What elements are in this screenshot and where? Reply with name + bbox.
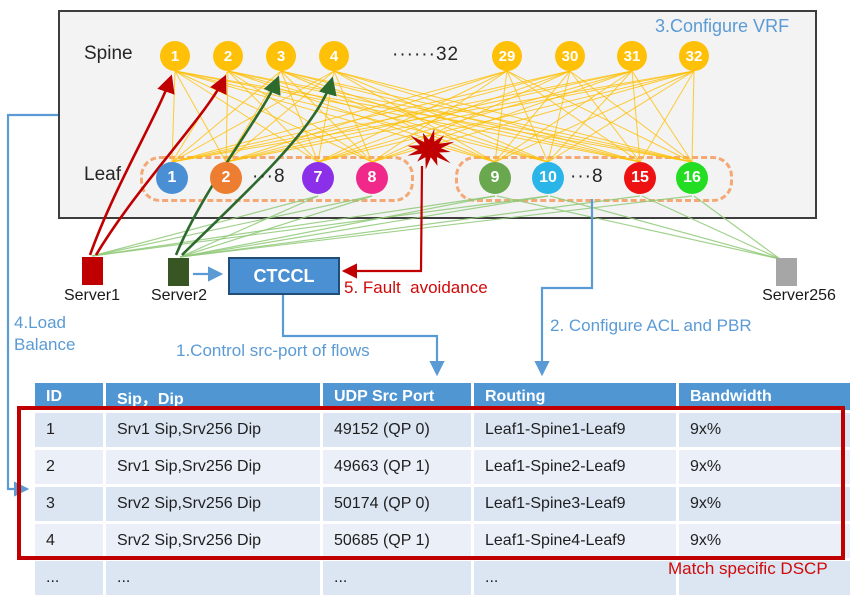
table-highlight-frame [17, 406, 845, 560]
spine-node-1: 1 [160, 41, 190, 71]
spine-ellipsis: ······32 [392, 44, 460, 65]
spine-node-4: 4 [319, 41, 349, 71]
table-cell: 9x% [679, 450, 850, 484]
table-cell: 50174 (QP 0) [323, 487, 471, 521]
table-cell: Leaf1-Spine2-Leaf9 [474, 450, 676, 484]
table-header-cell: UDP Src Port [323, 383, 471, 410]
leaf-pod-left [140, 156, 414, 202]
leaf-node-7: 7 [302, 162, 334, 194]
leaf-row-label: Leaf [84, 164, 121, 185]
leaf-node-1: 1 [156, 162, 188, 194]
table-cell: Srv2 Sip,Srv256 Dip [106, 524, 320, 558]
table-header-cell: Routing [474, 383, 676, 410]
leaf-node-9: 9 [479, 162, 511, 194]
table-cell [679, 561, 850, 595]
table-cell: ... [35, 561, 103, 595]
leaf-pod-right [455, 156, 733, 202]
spine-leaf-mesh [171, 70, 695, 163]
table-cell: 9x% [679, 413, 850, 447]
table-cell: 4 [35, 524, 103, 558]
server1-box [82, 257, 103, 285]
table-cell: ... [106, 561, 320, 595]
note-fault-avoidance: 5. Fault avoidance [344, 278, 488, 297]
leaf-node-10: 10 [532, 162, 564, 194]
server-leaf-links [91, 195, 781, 260]
table-cell: 49663 (QP 1) [323, 450, 471, 484]
table-cell: Srv1 Sip,Srv256 Dip [106, 413, 320, 447]
ctccl-controller: CTCCL [228, 257, 340, 295]
table-cell: ... [323, 561, 471, 595]
flow-table: ID Sip，Dip UDP Src Port Routing Bandwidth 1 Sr… [35, 383, 850, 595]
table-cell: 49152 (QP 0) [323, 413, 471, 447]
leaf-left-ellipsis: ···8 [252, 166, 286, 187]
table-header-cell: Bandwidth [679, 383, 850, 410]
leaf-node-15: 15 [624, 162, 656, 194]
note-match-dscp: Match specific DSCP [668, 559, 828, 578]
leaf-node-2: 2 [210, 162, 242, 194]
note-control-src-port: 1.Control src-port of flows [176, 341, 370, 360]
table-cell: ... [474, 561, 676, 595]
spine-node-32: 32 [679, 41, 709, 71]
flow-arrows [88, 74, 337, 256]
spine-node-2: 2 [213, 41, 243, 71]
note-configure-acl: 2. Configure ACL and PBR [550, 316, 752, 335]
spine-node-31: 31 [617, 41, 647, 71]
server2-label: Server2 [150, 287, 208, 304]
leaf-node-16: 16 [676, 162, 708, 194]
server256-box [776, 258, 797, 286]
table-cell: 9x% [679, 524, 850, 558]
table-cell: 9x% [679, 487, 850, 521]
server256-label: Server256 [762, 287, 836, 304]
leaf-right-ellipsis: ···8 [570, 166, 604, 187]
table-cell: 1 [35, 413, 103, 447]
server1-label: Server1 [63, 287, 121, 304]
note-load-balance: 4.Load Balance [14, 313, 76, 354]
table-cell: 3 [35, 487, 103, 521]
spine-node-30: 30 [555, 41, 585, 71]
spine-node-29: 29 [492, 41, 522, 71]
server2-box [168, 258, 189, 286]
spine-row-label: Spine [84, 43, 133, 64]
table-header-cell: ID [35, 383, 103, 410]
fault-starburst-icon [407, 128, 455, 170]
note-configure-vrf: 3.Configure VRF [655, 16, 790, 36]
table-cell: 50685 (QP 1) [323, 524, 471, 558]
spine-node-3: 3 [266, 41, 296, 71]
table-cell: Leaf1-Spine3-Leaf9 [474, 487, 676, 521]
table-cell: 2 [35, 450, 103, 484]
table-header-cell: Sip，Dip [106, 383, 320, 410]
table-cell: Srv1 Sip,Srv256 Dip [106, 450, 320, 484]
table-cell: Leaf1-Spine4-Leaf9 [474, 524, 676, 558]
table-cell: Srv2 Sip,Srv256 Dip [106, 487, 320, 521]
leaf-node-8: 8 [356, 162, 388, 194]
table-cell: Leaf1-Spine1-Leaf9 [474, 413, 676, 447]
